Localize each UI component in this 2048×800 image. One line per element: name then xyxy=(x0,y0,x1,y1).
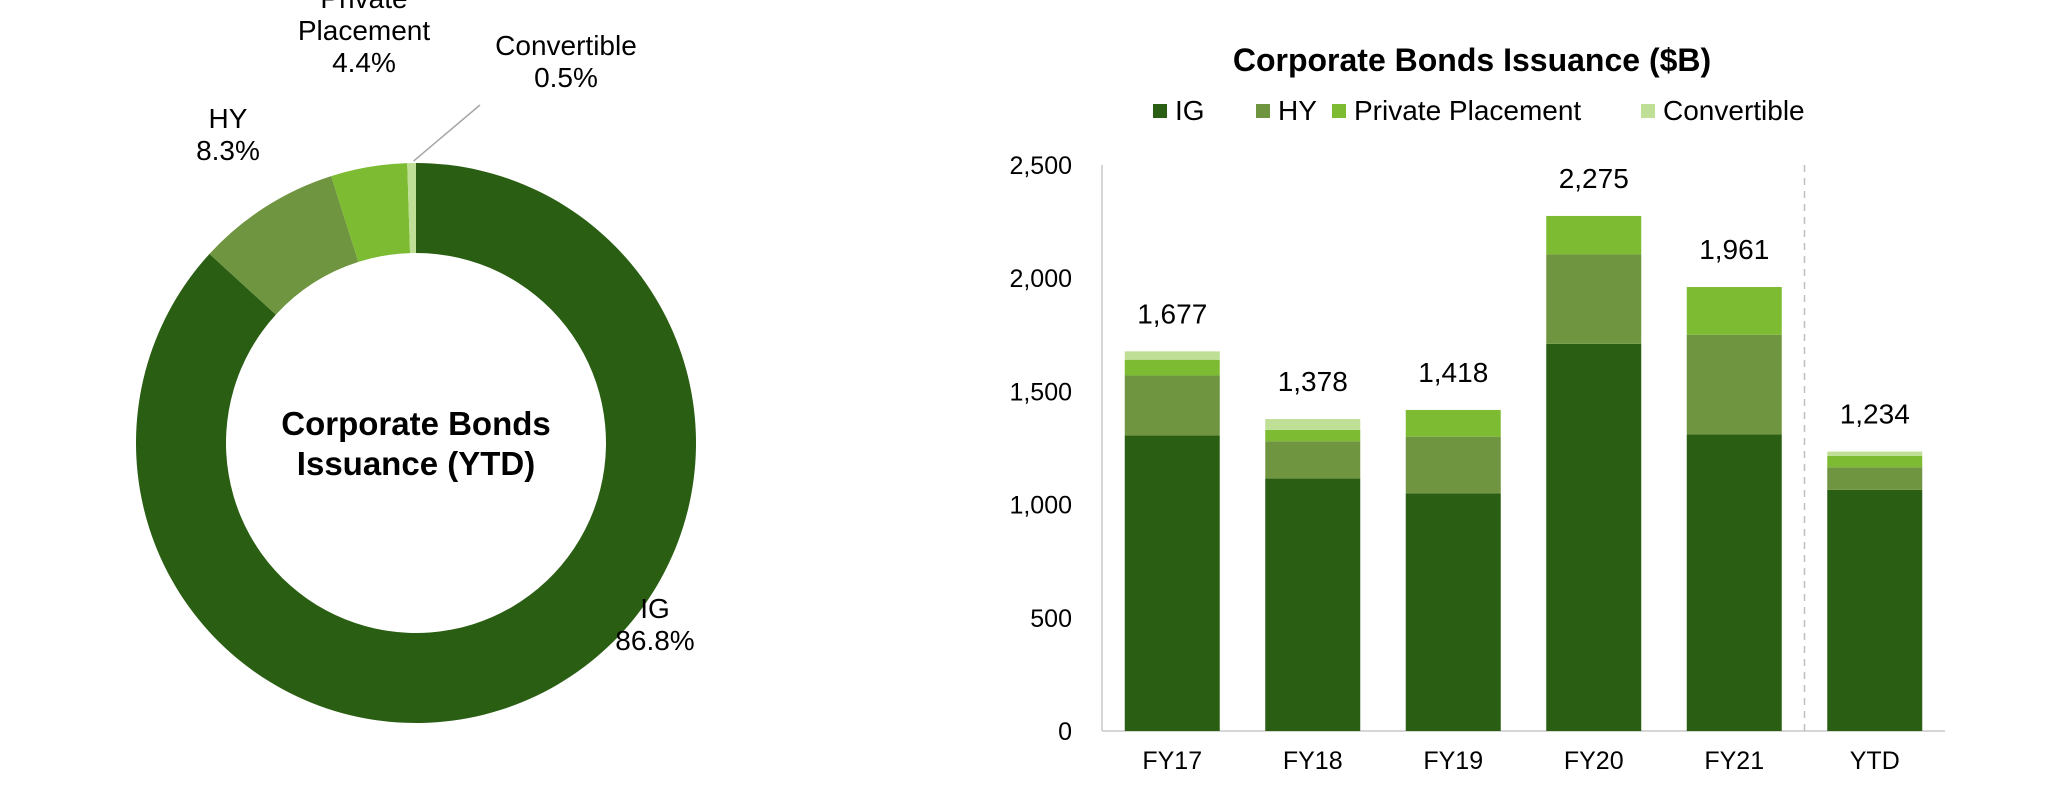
bar-fy17-hy xyxy=(1124,375,1220,436)
donut-leader-convertible xyxy=(413,104,481,162)
y-tick-label-5: 2,500 xyxy=(1009,152,1072,180)
x-tick-label-fy18: FY18 xyxy=(1283,747,1343,775)
bar-ytd-convertible xyxy=(1827,451,1923,456)
donut-label-ig-0: IG xyxy=(640,593,670,624)
legend-swatch-ig xyxy=(1153,104,1167,118)
donut-label-private-placement-1: Placement xyxy=(298,15,431,46)
x-tick-label-fy20: FY20 xyxy=(1564,747,1624,775)
total-label-fy19: 1,418 xyxy=(1418,357,1488,388)
donut-slice-ig xyxy=(135,163,697,723)
y-tick-label-3: 1,500 xyxy=(1009,378,1072,406)
bar-fy18-hy xyxy=(1265,441,1361,479)
bar-ytd-private-placement xyxy=(1827,455,1923,468)
bar-fy19-hy xyxy=(1405,436,1501,494)
bar-ytd-hy xyxy=(1827,467,1923,490)
bar-ytd-ig xyxy=(1827,489,1923,731)
bar-chart: 0 500 1,000 1,500 2,000 2,500 1,677 FY17 1,378 FY… xyxy=(1009,152,1945,775)
x-tick-label-fy21: FY21 xyxy=(1704,747,1764,775)
bar-fy21-ig xyxy=(1686,434,1782,731)
bar-fy20-ig xyxy=(1546,343,1642,731)
donut-label-convertible-0: Convertible xyxy=(495,30,637,61)
donut-slice-private-placement xyxy=(331,163,411,262)
x-tick-label-fy19: FY19 xyxy=(1423,747,1483,775)
bar-fy20-hy xyxy=(1546,254,1642,344)
total-label-fy18: 1,378 xyxy=(1278,366,1348,397)
bar-fy18-convertible xyxy=(1265,419,1361,430)
legend-swatch-convertible xyxy=(1641,104,1655,118)
donut-label-private-placement-0: Private xyxy=(320,0,407,14)
bar-fy17-convertible xyxy=(1124,351,1220,360)
total-label-fy20: 2,275 xyxy=(1559,163,1629,194)
y-tick-label-1: 500 xyxy=(1030,605,1072,633)
donut-label-hy-0: HY xyxy=(209,103,248,134)
y-tick-label-4: 2,000 xyxy=(1009,265,1072,293)
donut-label-hy-1: 8.3% xyxy=(196,135,260,166)
legend-label-convertible: Convertible xyxy=(1663,95,1805,126)
bar-chart-legend: IG HY Private Placement Convertible xyxy=(1153,95,1805,126)
donut-slice-convertible xyxy=(407,163,416,254)
bar-fy20-private-placement xyxy=(1546,215,1642,255)
bar-fy18-private-placement xyxy=(1265,429,1361,442)
y-tick-label-0: 0 xyxy=(1058,718,1072,746)
total-label-fy17: 1,677 xyxy=(1137,298,1207,329)
bar-fy19-private-placement xyxy=(1405,409,1501,437)
x-tick-label-ytd: YTD xyxy=(1850,747,1900,775)
x-tick-label-fy17: FY17 xyxy=(1142,747,1202,775)
legend-label-ig: IG xyxy=(1175,95,1205,126)
y-tick-label-2: 1,000 xyxy=(1009,492,1072,520)
donut-center-label-line1: Corporate Bonds xyxy=(281,405,551,442)
bar-fy21-private-placement xyxy=(1686,287,1782,335)
donut-label-ig-1: 86.8% xyxy=(615,625,694,656)
bar-fy21-hy xyxy=(1686,334,1782,435)
legend-label-hy: HY xyxy=(1278,95,1317,126)
total-label-ytd: 1,234 xyxy=(1840,399,1910,430)
donut-label-private-placement-2: 4.4% xyxy=(332,47,396,78)
legend-label-private-placement: Private Placement xyxy=(1354,95,1581,126)
donut-slice-hy xyxy=(209,176,359,315)
bar-fy17-private-placement xyxy=(1124,359,1220,376)
total-label-fy21: 1,961 xyxy=(1699,234,1769,265)
bar-chart-title: Corporate Bonds Issuance ($B) xyxy=(1233,42,1711,78)
bar-fy19-ig xyxy=(1405,493,1501,731)
donut-label-convertible-1: 0.5% xyxy=(534,62,598,93)
legend-swatch-private-placement xyxy=(1332,104,1346,118)
donut-center-label-line2: Issuance (YTD) xyxy=(297,445,535,482)
bar-fy17-ig xyxy=(1124,435,1220,731)
legend-swatch-hy xyxy=(1256,104,1270,118)
bar-fy18-ig xyxy=(1265,478,1361,731)
